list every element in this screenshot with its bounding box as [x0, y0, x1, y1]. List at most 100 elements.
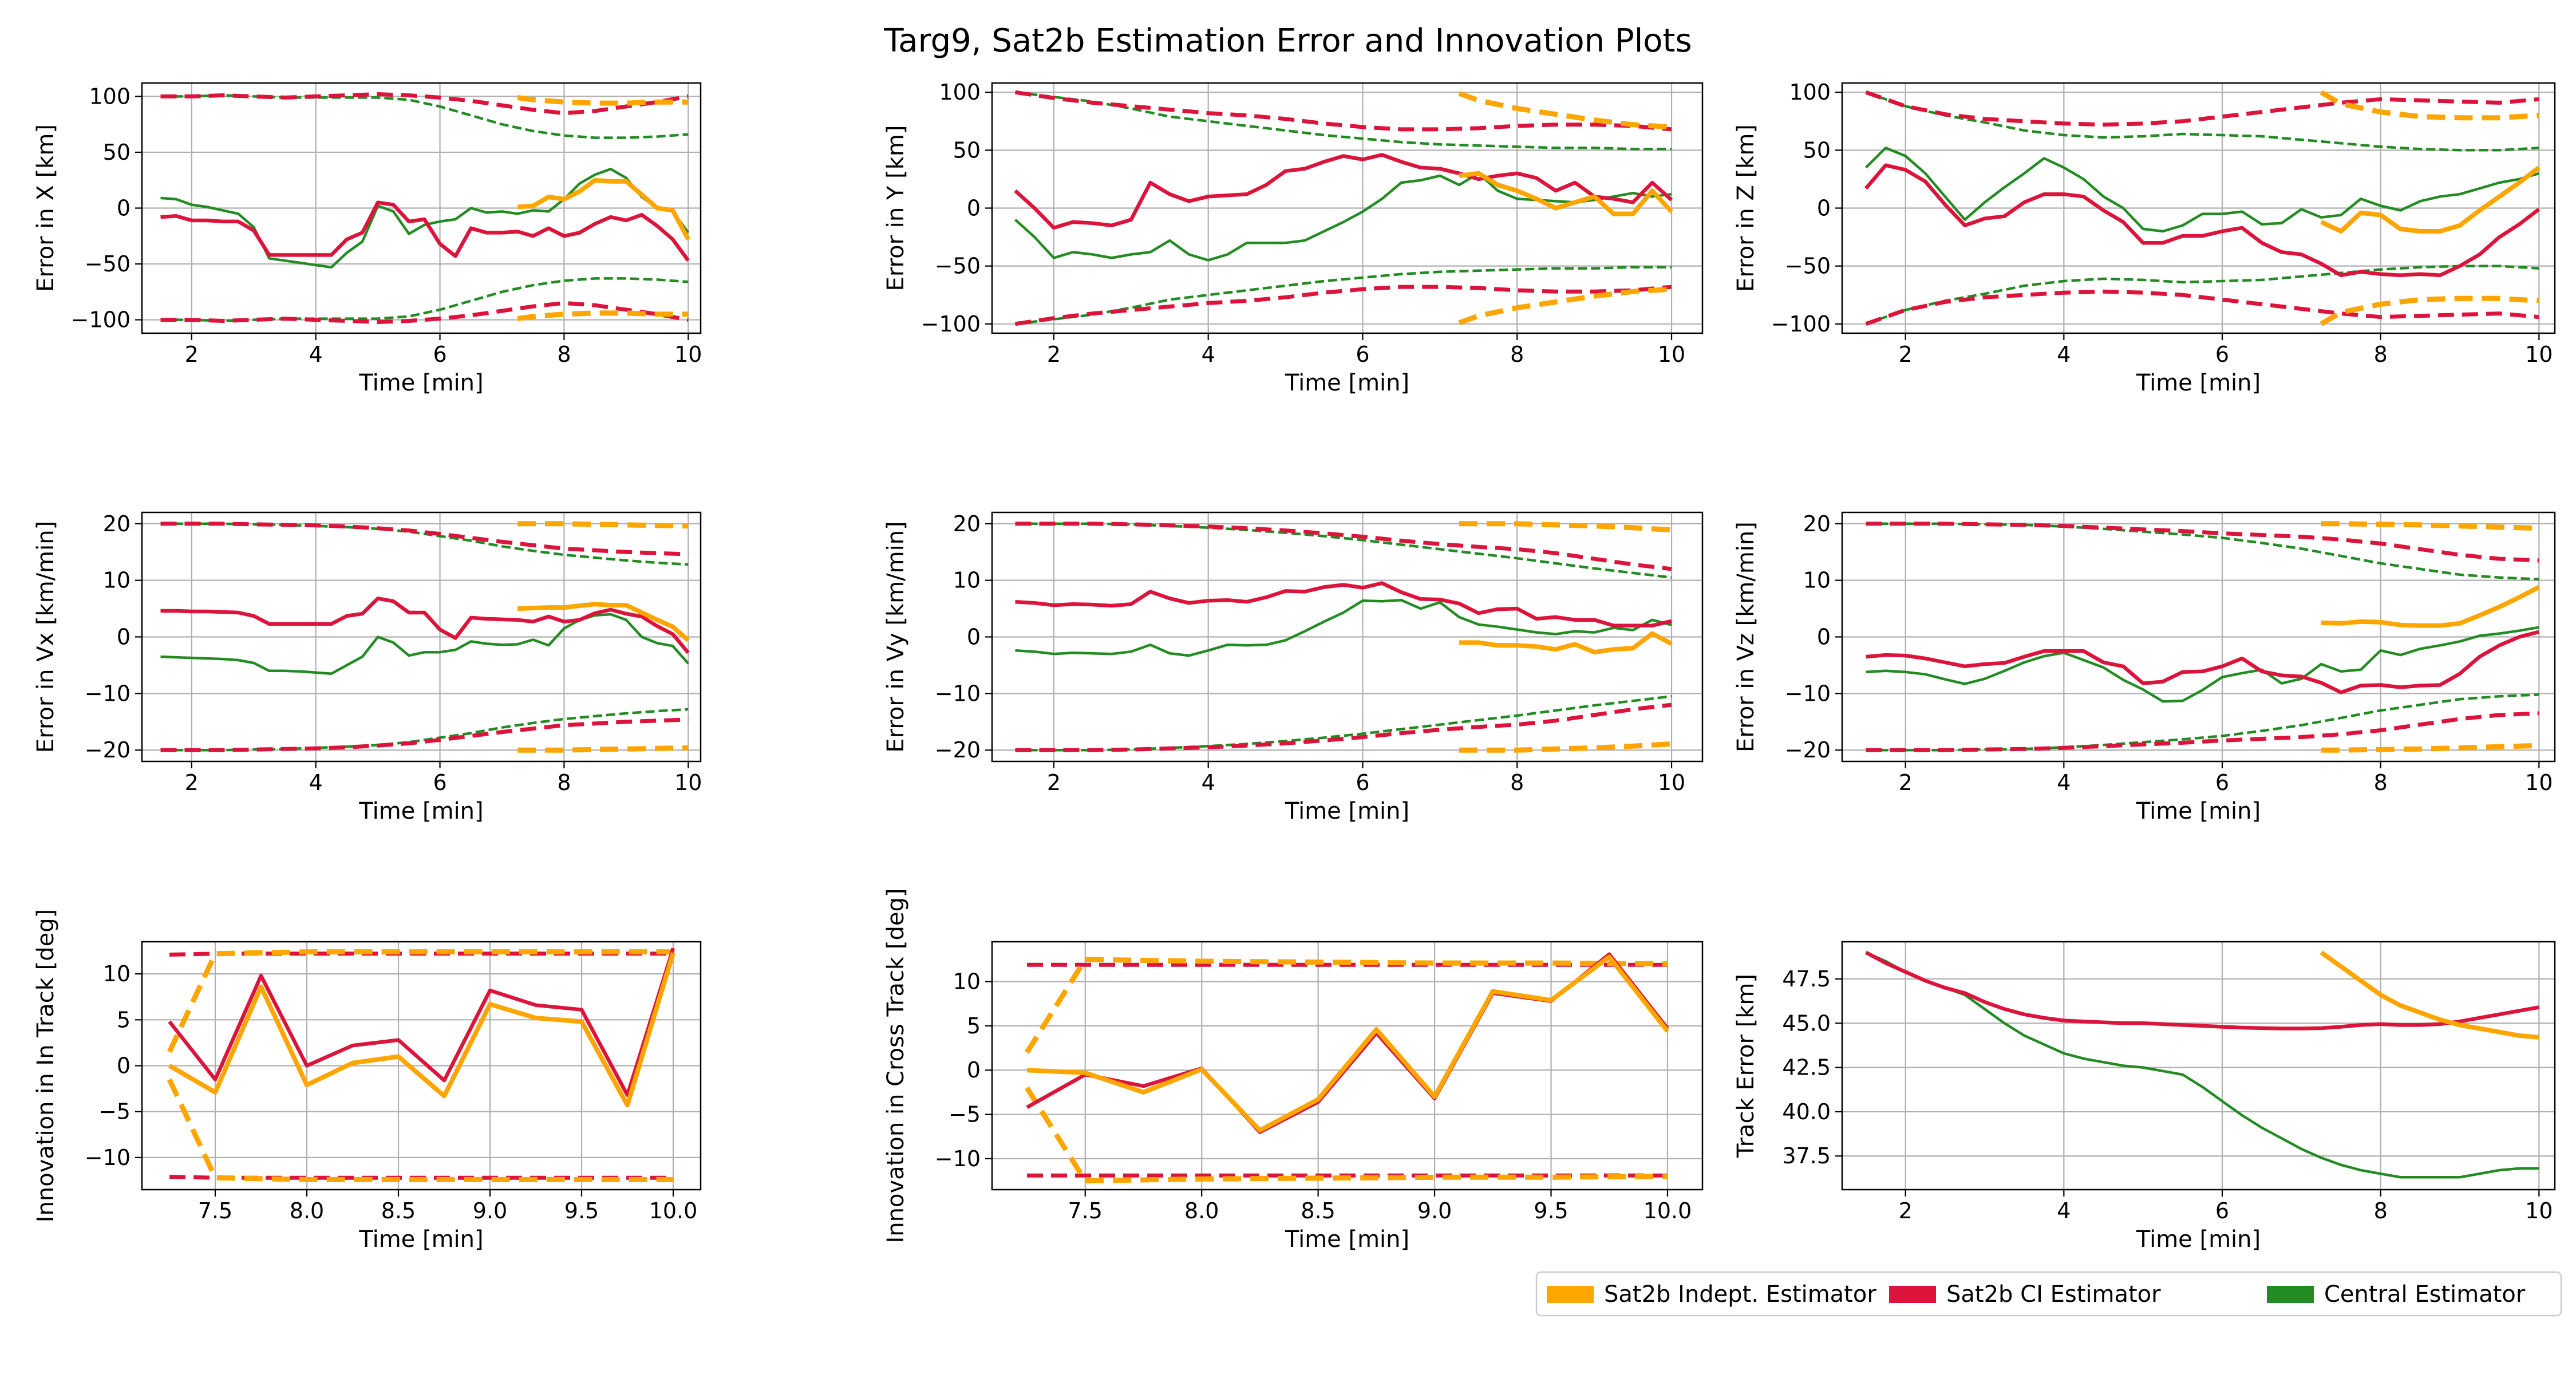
- y-axis-label: Error in X [km]: [33, 124, 59, 292]
- x-tick-label: 6: [433, 342, 447, 367]
- series-line-central: [1015, 598, 1672, 657]
- x-tick-label: 8: [557, 770, 571, 795]
- series-line-ci-bound: [1014, 285, 1672, 326]
- series-line-indept: [1459, 631, 1673, 655]
- legend-swatch: [1889, 1286, 1936, 1303]
- y-tick-label: 20: [953, 511, 981, 536]
- subplot-7: 7.5 8.0 8.5 9.0 9.5 10.0 −10 −5 0 5 10 Time [min] In…: [33, 909, 702, 1253]
- x-tick-label: 2: [185, 770, 199, 795]
- series-line-indept-bound: [2321, 743, 2539, 753]
- legend-box: [1535, 1271, 2562, 1317]
- series-group: [1866, 521, 2541, 753]
- axes-frame: [1841, 941, 2556, 1191]
- y-tick-label: 10: [953, 568, 981, 593]
- y-tick-label: −20: [1785, 737, 1831, 763]
- y-tick-label: −5: [949, 1102, 981, 1127]
- x-tick-label: 8: [2374, 342, 2388, 367]
- series-line-indept-bound: [1025, 1086, 1668, 1183]
- series-group: [1025, 952, 1670, 1183]
- y-axis-label: Innovation in In Track [deg]: [33, 909, 59, 1223]
- y-axis-label: Error in Vz [km/min]: [1733, 522, 1759, 752]
- y-tick-label: 45.0: [1782, 1010, 1831, 1036]
- axes-frame: [1841, 511, 2556, 763]
- series-line-central: [160, 167, 690, 269]
- x-tick-label: 4: [309, 342, 323, 367]
- x-tick-label: 10.0: [649, 1198, 698, 1223]
- series-line-ci-bound: [1865, 90, 2539, 127]
- x-tick-label: 10: [2525, 1198, 2553, 1223]
- x-axis-label: Time [min]: [358, 370, 483, 396]
- series-line-ci-bound: [1015, 702, 1672, 752]
- series-line-ci: [1015, 581, 1672, 627]
- y-tick-label: −100: [71, 307, 131, 333]
- legend-label: Sat2b CI Estimator: [1946, 1281, 2161, 1308]
- x-tick-label: 9.5: [564, 1198, 599, 1223]
- x-axis-label: Time [min]: [1285, 798, 1409, 824]
- x-tick-label: 2: [1899, 770, 1913, 795]
- series-line-indept-bound: [167, 1078, 673, 1182]
- series-line-ci-bound: [1865, 289, 2539, 326]
- y-tick-label: 10: [953, 969, 981, 994]
- series-line-indept-bound: [2320, 295, 2539, 326]
- y-tick-label: −100: [1771, 311, 1831, 337]
- series-line-ci-bound: [160, 301, 689, 324]
- series-group: [1864, 90, 2541, 326]
- y-axis-label: Error in Z [km]: [1733, 124, 1759, 292]
- x-tick-label: 8.0: [290, 1198, 324, 1223]
- x-tick-label: 6: [2215, 342, 2229, 367]
- y-tick-label: 0: [117, 625, 131, 650]
- subplot-2: 2 4 6 8 10 −100 −50 0 50 100 Time [min] Error in Y …: [883, 80, 1704, 396]
- series-line-ci-bound: [160, 522, 689, 556]
- subplot-5: 2 4 6 8 10 −20 −10 0 10 20 Time [min] Error in Vy […: [883, 511, 1704, 824]
- series-line-ci: [168, 947, 675, 1097]
- y-tick-label: 0: [117, 196, 131, 221]
- y-tick-label: −50: [935, 254, 981, 279]
- x-tick-label: 10: [1658, 342, 1685, 367]
- y-axis-label: Error in Vy [km/min]: [883, 521, 909, 752]
- x-axis-label: Time [min]: [1285, 370, 1409, 396]
- axes-frame: [991, 82, 1704, 334]
- y-tick-label: −20: [935, 737, 981, 763]
- series-line-ci-bound: [1015, 522, 1672, 571]
- figure-legend: Sat2b Indept. Estimator Sat2b CI Estimato…: [1535, 1271, 2562, 1317]
- y-tick-label: −10: [935, 1146, 981, 1171]
- y-tick-label: 10: [103, 961, 131, 986]
- y-axis-label: Error in Vx [km/min]: [33, 521, 59, 753]
- series-line-central: [160, 613, 689, 676]
- series-line-ci-bound: [1014, 90, 1672, 132]
- series-line-ci: [160, 200, 690, 262]
- x-tick-label: 6: [2215, 770, 2229, 795]
- series-line-indept-bound: [2320, 90, 2539, 121]
- series-line-ci: [1864, 163, 2541, 278]
- plot-area: [1842, 942, 2555, 1190]
- x-tick-label: 10: [674, 342, 702, 367]
- x-tick-label: 4: [309, 770, 323, 795]
- x-axis-label: Time [min]: [2136, 370, 2261, 396]
- series-line-ci-bound: [160, 92, 689, 116]
- series-line-central: [1864, 147, 2539, 233]
- x-tick-label: 4: [1202, 770, 1215, 795]
- x-tick-label: 8: [1510, 342, 1524, 367]
- axes-frame: [1841, 82, 2556, 334]
- x-tick-label: 8: [1510, 770, 1524, 795]
- x-axis-label: Time [min]: [1285, 1226, 1409, 1253]
- y-tick-label: −10: [85, 681, 131, 706]
- x-tick-label: 4: [2057, 1198, 2071, 1223]
- x-tick-label: 10: [1658, 770, 1685, 795]
- y-tick-label: 20: [103, 511, 131, 536]
- y-tick-label: 100: [1789, 80, 1831, 105]
- y-tick-label: 37.5: [1782, 1143, 1831, 1168]
- x-tick-label: 10: [2525, 770, 2553, 795]
- y-tick-label: 50: [1803, 137, 1831, 163]
- x-tick-label: 8.0: [1184, 1198, 1219, 1223]
- subplot-3: 2 4 6 8 10 −100 −50 0 50 100 Time [min] Error in Z …: [1733, 80, 2556, 396]
- y-tick-label: 0: [967, 196, 981, 221]
- series-line-ci: [1866, 630, 2540, 694]
- y-tick-label: 0: [967, 625, 981, 650]
- series-line-indept-bound: [2321, 521, 2539, 531]
- series-line-ci: [1014, 153, 1673, 230]
- series-line-indept-bound: [517, 310, 689, 322]
- series-line-indept: [2321, 585, 2541, 628]
- x-tick-label: 2: [1047, 342, 1061, 367]
- y-tick-label: 100: [939, 80, 981, 105]
